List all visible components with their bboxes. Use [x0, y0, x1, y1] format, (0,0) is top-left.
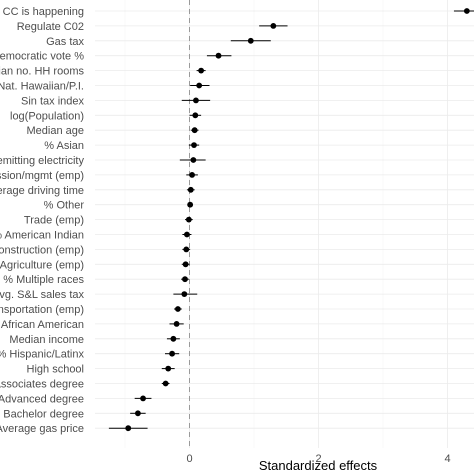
- y-label-22: Median income: [9, 334, 84, 346]
- point-16: [183, 246, 190, 253]
- point-24: [165, 365, 172, 372]
- point-15: [184, 231, 190, 238]
- point-12: [187, 186, 194, 193]
- point-27: [135, 410, 141, 417]
- x-tick-0: 0: [186, 453, 192, 465]
- y-label-21: % African American: [0, 319, 84, 331]
- y-label-10: CO2-emitting electricity: [0, 155, 84, 167]
- y-label-26: Advanced degree: [0, 393, 84, 405]
- point-0: [463, 8, 470, 14]
- point-19: [181, 291, 188, 297]
- y-axis-labels: CC is happening Regulate C02 Gas tax Democr…: [0, 6, 84, 435]
- point-8: [191, 127, 198, 134]
- point-23: [169, 350, 175, 357]
- point-21: [173, 321, 180, 327]
- y-label-4: Median no. HH rooms: [0, 66, 84, 78]
- point-7: [192, 112, 199, 119]
- point-11: [189, 172, 195, 178]
- point-1: [270, 23, 277, 29]
- y-label-1: Regulate C02: [17, 21, 84, 33]
- point-26: [140, 395, 146, 402]
- y-label-16: Construction (emp): [0, 244, 84, 256]
- y-label-25: Associates degree: [0, 379, 84, 391]
- y-label-20: Transportation (emp): [0, 304, 84, 316]
- y-label-11: Profession/mgmt (emp): [0, 170, 84, 182]
- point-22: [170, 335, 177, 342]
- y-label-6: Sin tax index: [21, 95, 84, 107]
- y-label-7: log(Population): [10, 110, 84, 122]
- point-14: [185, 216, 192, 223]
- y-label-3: Democratic vote %: [0, 51, 84, 63]
- y-label-8: Median age: [27, 125, 85, 137]
- point-5: [196, 82, 203, 89]
- point-2: [247, 37, 254, 44]
- point-9: [191, 142, 197, 149]
- y-label-17: Agriculture (emp): [0, 259, 84, 271]
- y-label-2: Gas tax: [46, 36, 84, 48]
- point-10: [190, 157, 197, 163]
- y-label-28: Average gas price: [0, 423, 84, 435]
- y-label-5: % Nat. Hawaiian/P.I.: [0, 81, 84, 93]
- x-tick-2: 4: [444, 453, 450, 465]
- y-label-24: High school: [27, 364, 84, 376]
- point-4: [198, 67, 205, 74]
- y-label-14: Trade (emp): [24, 215, 84, 227]
- y-label-0: CC is happening: [3, 6, 84, 18]
- y-label-9: % Asian: [44, 140, 84, 152]
- point-20: [174, 306, 181, 312]
- point-25: [162, 380, 169, 387]
- x-axis-ticks: 0 2 4: [186, 453, 450, 465]
- y-label-12: Average driving time: [0, 185, 84, 197]
- y-label-27: Bachelor degree: [3, 408, 84, 420]
- y-label-15: % American Indian: [0, 230, 84, 242]
- point-17: [182, 261, 189, 268]
- x-tick-1: 2: [315, 453, 321, 465]
- point-18: [182, 276, 188, 283]
- point-estimates: [108, 8, 474, 432]
- point-6: [193, 97, 199, 104]
- point-28: [125, 425, 132, 432]
- y-label-23: % Hispanic/Latinx: [0, 349, 84, 361]
- y-label-13: % Other: [44, 200, 85, 212]
- point-3: [215, 52, 222, 59]
- point-13: [187, 201, 194, 208]
- x-axis-label: Standardized effects: [259, 458, 378, 473]
- grid-lines: [95, 0, 474, 448]
- y-label-18: % Multiple races: [3, 274, 84, 286]
- y-label-19: Avg. S&L sales tax: [0, 289, 84, 301]
